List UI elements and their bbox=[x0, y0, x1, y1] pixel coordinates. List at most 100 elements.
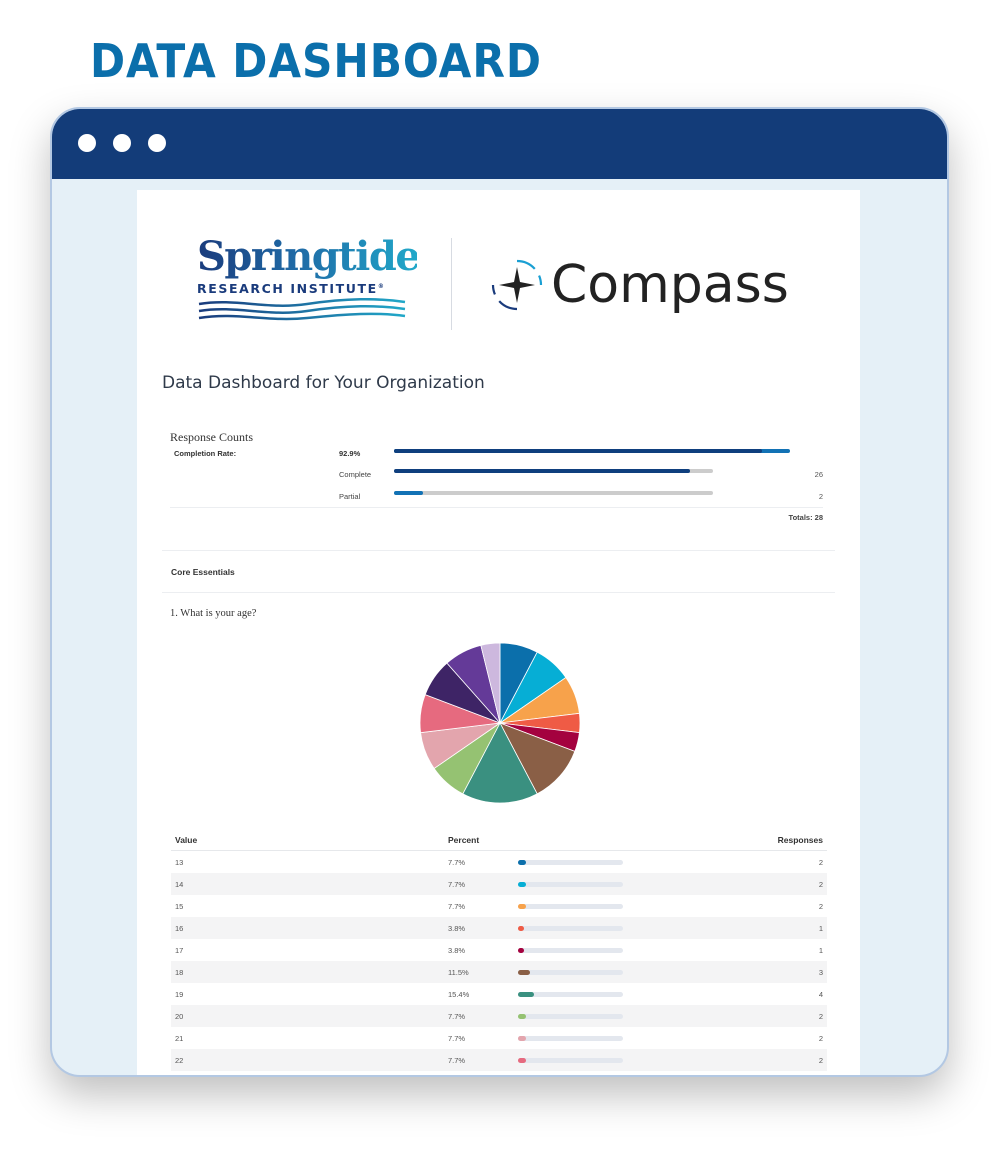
completion-rate-label: Completion Rate: bbox=[174, 449, 237, 458]
springtide-logo: Springtide RESEARCH INSTITUTE® bbox=[197, 233, 421, 327]
divider bbox=[162, 550, 835, 551]
response-counts-panel: Response Counts Completion Rate: 92.9% C… bbox=[170, 430, 823, 522]
complete-count: 26 bbox=[814, 470, 823, 479]
column-header-value[interactable]: Value bbox=[175, 835, 198, 845]
percent-bar bbox=[518, 1036, 623, 1041]
divider bbox=[162, 592, 835, 593]
percent-bar-fill bbox=[518, 860, 527, 865]
complete-label: Complete bbox=[339, 470, 372, 479]
partial-count: 2 bbox=[818, 492, 823, 501]
row-responses: 2 bbox=[818, 880, 823, 889]
row-percent: 7.7% bbox=[448, 1056, 466, 1065]
percent-bar-fill bbox=[518, 948, 524, 953]
row-percent: 11.5% bbox=[448, 968, 469, 977]
response-counts-title: Response Counts bbox=[170, 430, 254, 444]
table-row: 18 11.5% 3 bbox=[171, 961, 827, 983]
percent-bar bbox=[518, 926, 623, 931]
age-pie-chart bbox=[419, 642, 581, 804]
window-dot-icon[interactable] bbox=[148, 134, 166, 152]
percent-bar-fill bbox=[518, 882, 527, 887]
table-row: 20 7.7% 2 bbox=[171, 1005, 827, 1027]
row-responses: 1 bbox=[818, 946, 823, 955]
springtide-wordmark: Springtide bbox=[197, 233, 421, 280]
dashboard-page: Springtide RESEARCH INSTITUTE® bbox=[137, 190, 860, 1075]
row-responses: 2 bbox=[818, 1012, 823, 1021]
section-title: Core Essentials bbox=[171, 567, 235, 577]
window-titlebar bbox=[52, 109, 947, 179]
pie-slice[interactable] bbox=[462, 722, 538, 804]
column-header-percent[interactable]: Percent bbox=[448, 835, 480, 845]
window-dot-icon[interactable] bbox=[113, 134, 131, 152]
percent-bar bbox=[518, 1058, 623, 1063]
row-percent: 7.7% bbox=[448, 1034, 466, 1043]
row-responses: 3 bbox=[818, 968, 823, 977]
percent-bar-fill bbox=[518, 970, 531, 975]
row-responses: 2 bbox=[818, 902, 823, 911]
percent-bar bbox=[518, 970, 623, 975]
row-responses: 2 bbox=[818, 858, 823, 867]
hero-title: DATA DASHBOARD bbox=[90, 34, 542, 88]
partial-label: Partial bbox=[339, 492, 361, 501]
percent-bar-fill bbox=[518, 1036, 527, 1041]
divider bbox=[170, 507, 823, 508]
table-row: 14 7.7% 2 bbox=[171, 873, 827, 895]
row-value: 15 bbox=[175, 902, 184, 911]
row-percent: 7.7% bbox=[448, 858, 466, 867]
percent-bar-fill bbox=[518, 1058, 527, 1063]
table-row: 15 7.7% 2 bbox=[171, 895, 827, 917]
row-value: 18 bbox=[175, 968, 184, 977]
percent-bar-fill bbox=[518, 1014, 527, 1019]
totals-label: Totals: 28 bbox=[788, 513, 823, 522]
row-value: 16 bbox=[175, 924, 184, 933]
row-percent: 7.7% bbox=[448, 1012, 466, 1021]
percent-bar bbox=[518, 948, 623, 953]
completion-rate-value: 92.9% bbox=[339, 449, 361, 458]
row-responses: 1 bbox=[818, 924, 823, 933]
column-header-responses[interactable]: Responses bbox=[777, 835, 823, 845]
table-row: 19 15.4% 4 bbox=[171, 983, 827, 1005]
table-body: 13 7.7% 2 14 7.7% 2 15 7.7% 2 16 3.8% 1 17 3.8% 1 18 11.… bbox=[171, 851, 827, 1071]
table-row: 22 7.7% 2 bbox=[171, 1049, 827, 1071]
springtide-subtitle: RESEARCH INSTITUTE® bbox=[197, 281, 386, 296]
table-row: 16 3.8% 1 bbox=[171, 917, 827, 939]
table-row: 13 7.7% 2 bbox=[171, 851, 827, 873]
row-value: 21 bbox=[175, 1034, 184, 1043]
row-percent: 7.7% bbox=[448, 880, 466, 889]
compass-star-icon bbox=[491, 259, 543, 311]
complete-bar bbox=[394, 469, 713, 473]
partial-bar bbox=[394, 491, 713, 495]
row-responses: 2 bbox=[818, 1034, 823, 1043]
row-value: 20 bbox=[175, 1012, 184, 1021]
window-dot-icon[interactable] bbox=[78, 134, 96, 152]
row-value: 14 bbox=[175, 880, 184, 889]
table-row: 17 3.8% 1 bbox=[171, 939, 827, 961]
row-responses: 2 bbox=[818, 1056, 823, 1065]
row-value: 13 bbox=[175, 858, 184, 867]
row-responses: 4 bbox=[818, 990, 823, 999]
row-percent: 7.7% bbox=[448, 902, 466, 911]
page-title: Data Dashboard for Your Organization bbox=[162, 373, 485, 393]
percent-bar bbox=[518, 860, 623, 865]
question-title: 1. What is your age? bbox=[170, 608, 257, 619]
row-percent: 3.8% bbox=[448, 946, 466, 955]
table-row: 21 7.7% 2 bbox=[171, 1027, 827, 1049]
pie-slice[interactable] bbox=[480, 642, 501, 724]
age-table: Value Percent Responses 13 7.7% 2 14 7.7% 2 15… bbox=[171, 831, 827, 1071]
wave-icon bbox=[198, 297, 406, 321]
percent-bar bbox=[518, 1014, 623, 1019]
percent-bar-fill bbox=[518, 926, 524, 931]
percent-bar-fill bbox=[518, 904, 527, 909]
row-percent: 15.4% bbox=[448, 990, 470, 999]
percent-bar bbox=[518, 904, 623, 909]
percent-bar bbox=[518, 992, 623, 997]
completion-rate-bar bbox=[394, 449, 790, 453]
browser-window: Springtide RESEARCH INSTITUTE® bbox=[50, 107, 949, 1077]
percent-bar bbox=[518, 882, 623, 887]
row-value: 22 bbox=[175, 1056, 184, 1065]
row-percent: 3.8% bbox=[448, 924, 466, 933]
compass-wordmark: Compass bbox=[551, 255, 789, 315]
logo-divider bbox=[451, 238, 452, 330]
percent-bar-fill bbox=[518, 992, 535, 997]
row-value: 17 bbox=[175, 946, 184, 955]
row-value: 19 bbox=[175, 990, 184, 999]
